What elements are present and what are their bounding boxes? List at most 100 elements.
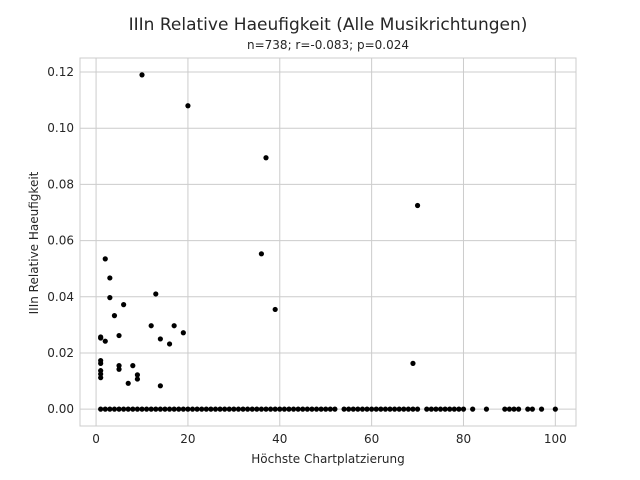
- data-point: [249, 406, 255, 412]
- data-point: [98, 360, 104, 366]
- data-point: [401, 406, 407, 412]
- data-point: [157, 406, 163, 412]
- data-point: [116, 363, 122, 369]
- x-tick-label: 80: [456, 432, 471, 446]
- data-point: [267, 406, 274, 412]
- data-point: [111, 406, 118, 412]
- data-point: [382, 406, 389, 412]
- data-point: [387, 406, 393, 412]
- data-point: [318, 406, 324, 412]
- data-point: [451, 406, 457, 412]
- data-point: [410, 360, 416, 366]
- data-point: [483, 406, 490, 412]
- data-point: [125, 380, 131, 386]
- data-point: [300, 406, 306, 412]
- data-point: [511, 406, 517, 412]
- data-point: [116, 332, 122, 339]
- data-point: [139, 406, 145, 412]
- data-point: [414, 202, 421, 209]
- data-point: [538, 406, 545, 412]
- data-point: [277, 406, 283, 412]
- x-tick-label: 40: [272, 432, 287, 446]
- data-point: [134, 406, 141, 412]
- data-point: [107, 406, 113, 412]
- data-point: [309, 406, 315, 412]
- data-point: [171, 323, 177, 329]
- data-point: [424, 406, 430, 412]
- data-point: [98, 406, 104, 412]
- data-point: [176, 406, 182, 412]
- data-point: [102, 338, 108, 344]
- data-point: [447, 406, 453, 412]
- grid: [80, 58, 576, 426]
- data-point: [525, 406, 531, 412]
- data-point: [134, 372, 141, 378]
- data-point: [515, 406, 522, 412]
- data-point: [323, 406, 329, 412]
- data-point: [364, 406, 370, 412]
- data-point: [157, 336, 163, 342]
- data-point: [332, 406, 338, 412]
- data-point: [116, 406, 122, 412]
- data-point: [102, 256, 108, 262]
- data-point: [125, 406, 131, 412]
- data-point: [226, 406, 232, 412]
- y-axis-label: IIIn Relative Haeufigkeit: [27, 171, 41, 314]
- data-point: [162, 406, 168, 412]
- data-point: [437, 406, 444, 412]
- data-point: [373, 406, 379, 412]
- data-point: [405, 406, 411, 412]
- data-point: [254, 406, 260, 412]
- x-axis-ticks: 0 20 40 60 80 100: [92, 432, 567, 446]
- data-point: [185, 406, 191, 412]
- data-point: [341, 406, 347, 412]
- x-tick-label: 60: [364, 432, 379, 446]
- data-point: [369, 406, 375, 412]
- data-point: [111, 313, 118, 319]
- data-point: [153, 406, 159, 412]
- data-points: [98, 72, 558, 412]
- data-point: [470, 406, 476, 412]
- data-point: [148, 323, 154, 329]
- data-point: [258, 251, 265, 257]
- data-point: [189, 406, 196, 412]
- data-point: [378, 406, 384, 412]
- data-point: [391, 406, 398, 412]
- x-axis-label: Höchste Chartplatzierung: [251, 452, 405, 466]
- x-tick-label: 0: [92, 432, 100, 446]
- y-tick-label: 0.04: [47, 290, 74, 304]
- y-tick-label: 0.02: [47, 346, 74, 360]
- data-point: [212, 406, 219, 412]
- plot-frame: [79, 57, 577, 427]
- y-axis-ticks: 0.00 0.02 0.04 0.06 0.08 0.10 0.12: [47, 65, 74, 416]
- data-point: [263, 155, 269, 161]
- data-point: [396, 406, 402, 412]
- data-point: [529, 406, 535, 412]
- data-point: [98, 335, 104, 341]
- y-tick-label: 0.10: [47, 121, 74, 135]
- data-point: [148, 406, 154, 412]
- data-point: [157, 383, 163, 389]
- data-point: [442, 406, 448, 412]
- data-point: [272, 406, 278, 412]
- data-point: [240, 406, 246, 412]
- y-tick-label: 0.00: [47, 402, 74, 416]
- data-point: [456, 406, 462, 412]
- data-point: [185, 103, 191, 109]
- chart-subtitle: n=738; r=-0.083; p=0.024: [247, 38, 409, 52]
- data-point: [428, 406, 434, 412]
- data-point: [98, 371, 104, 377]
- data-point: [203, 406, 209, 412]
- data-point: [102, 406, 108, 412]
- data-point: [139, 72, 145, 78]
- y-tick-label: 0.08: [47, 177, 74, 191]
- data-point: [290, 406, 297, 412]
- data-point: [121, 406, 127, 412]
- data-point: [217, 406, 223, 412]
- data-point: [153, 291, 159, 297]
- data-point: [304, 406, 310, 412]
- data-point: [295, 406, 301, 412]
- data-point: [460, 406, 467, 412]
- data-point: [180, 330, 186, 336]
